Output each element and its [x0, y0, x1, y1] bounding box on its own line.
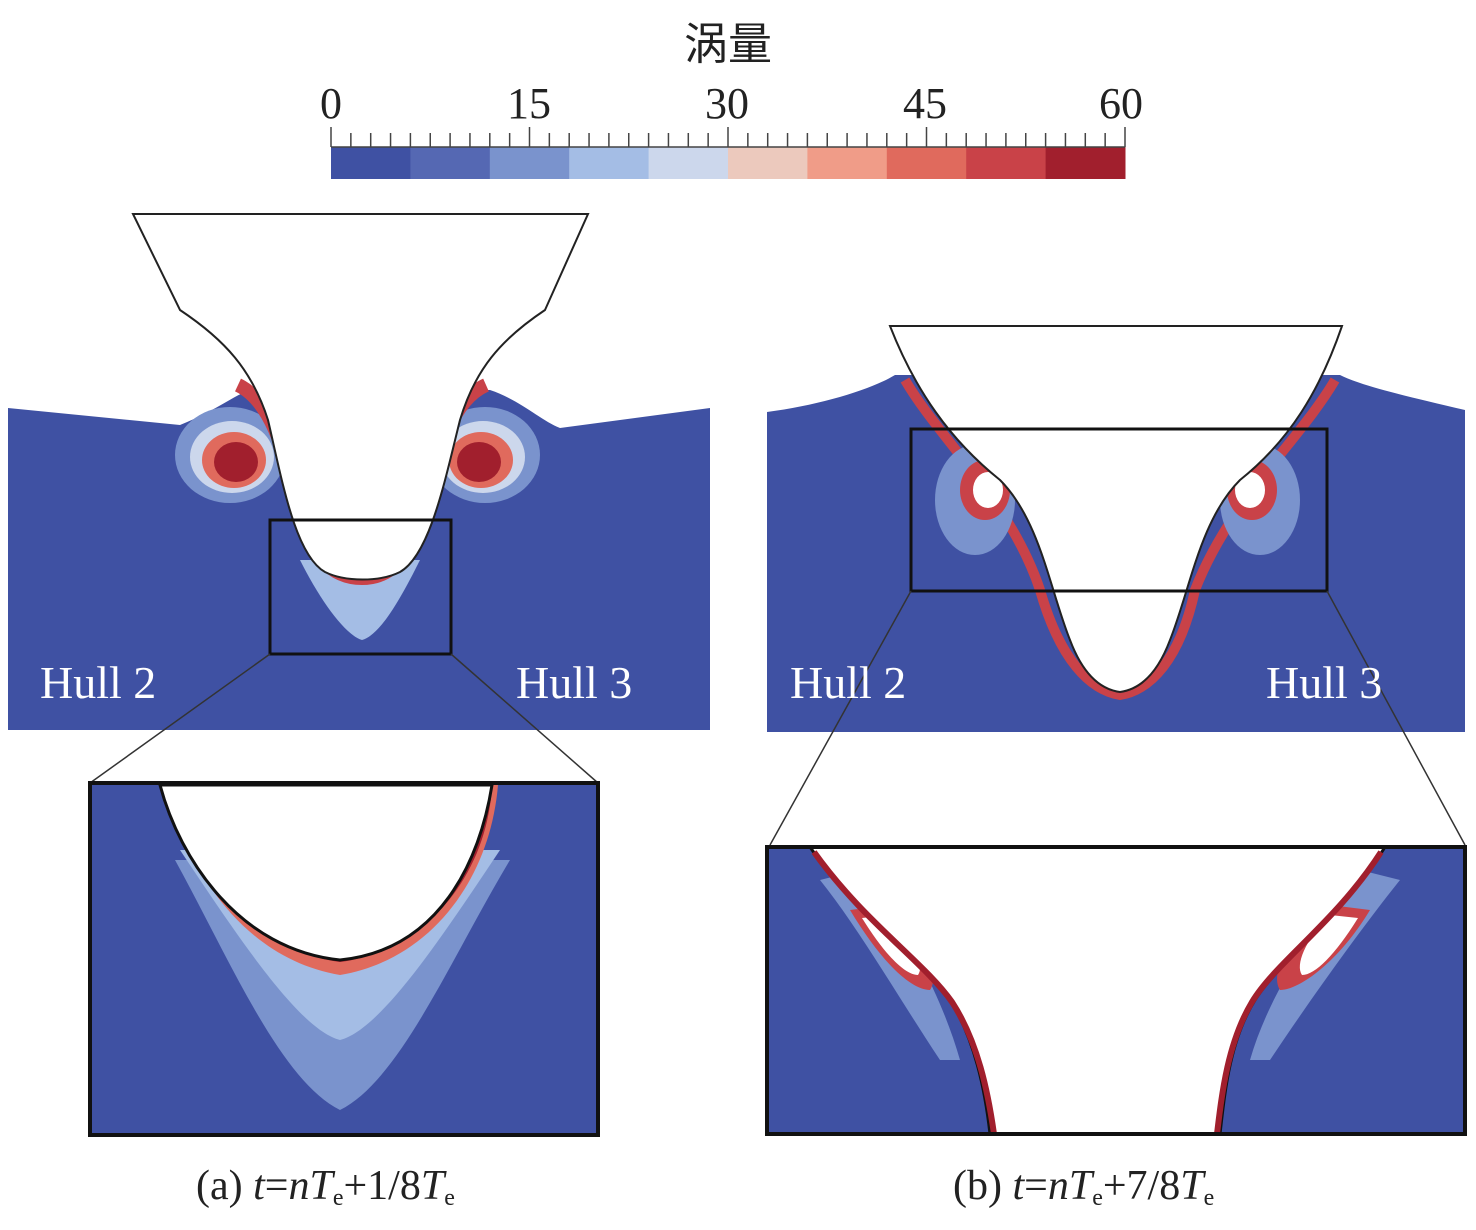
- colorbar-tick-label: 15: [507, 79, 551, 128]
- colorbar: [331, 147, 1126, 179]
- colorbar-segment: [410, 147, 491, 179]
- hull-3-label-a: Hull 3: [516, 657, 633, 708]
- colorbar-segment: [807, 147, 888, 179]
- colorbar-segment: [331, 147, 411, 179]
- panel-a: [8, 213, 710, 1137]
- colorbar-segment: [489, 147, 570, 179]
- hull-section-b: [888, 325, 1344, 694]
- colorbar-segment: [728, 147, 808, 179]
- caption-b: (b) t=nTe+7/8Te: [953, 1163, 1215, 1211]
- colorbar-title: 涡量: [684, 19, 772, 70]
- hull-section-a: [131, 213, 590, 581]
- inset-b: [765, 845, 1467, 1136]
- colorbar-segment: [1045, 147, 1126, 179]
- colorbar-tick-label: 60: [1099, 79, 1143, 128]
- colorbar-tick-label: 30: [705, 79, 749, 128]
- inset-a: [88, 781, 600, 1137]
- colorbar-segment: [648, 147, 729, 179]
- colorbar-tick-label: 0: [320, 79, 342, 128]
- panel-b: [765, 325, 1467, 1136]
- colorbar-ticks: [330, 127, 1126, 148]
- colorbar-segment: [886, 147, 967, 179]
- hull-2-label-b: Hull 2: [790, 657, 907, 708]
- colorbar-segment: [966, 147, 1047, 179]
- hull-3-label-b: Hull 3: [1266, 657, 1383, 708]
- vortex-left-a: [175, 407, 285, 503]
- vortex-right-a: [430, 407, 540, 503]
- caption-a: (a) t=nTe+1/8Te: [196, 1163, 455, 1211]
- zoom-box-b: [909, 427, 1329, 593]
- colorbar-tick-label: 45: [903, 79, 947, 128]
- hull-2-label-a: Hull 2: [40, 657, 157, 708]
- zoom-box-a: [268, 518, 453, 656]
- wake-a: [300, 560, 420, 640]
- colorbar-segment: [569, 147, 650, 179]
